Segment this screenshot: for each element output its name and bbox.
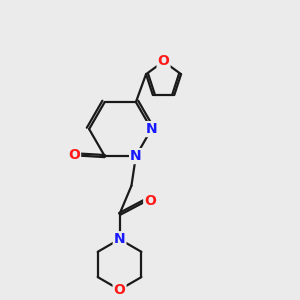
Text: O: O <box>114 283 125 297</box>
Text: O: O <box>144 194 156 208</box>
Text: N: N <box>146 122 157 136</box>
Text: N: N <box>114 232 125 246</box>
Text: O: O <box>158 54 169 68</box>
Text: O: O <box>68 148 80 162</box>
Text: N: N <box>130 149 142 163</box>
